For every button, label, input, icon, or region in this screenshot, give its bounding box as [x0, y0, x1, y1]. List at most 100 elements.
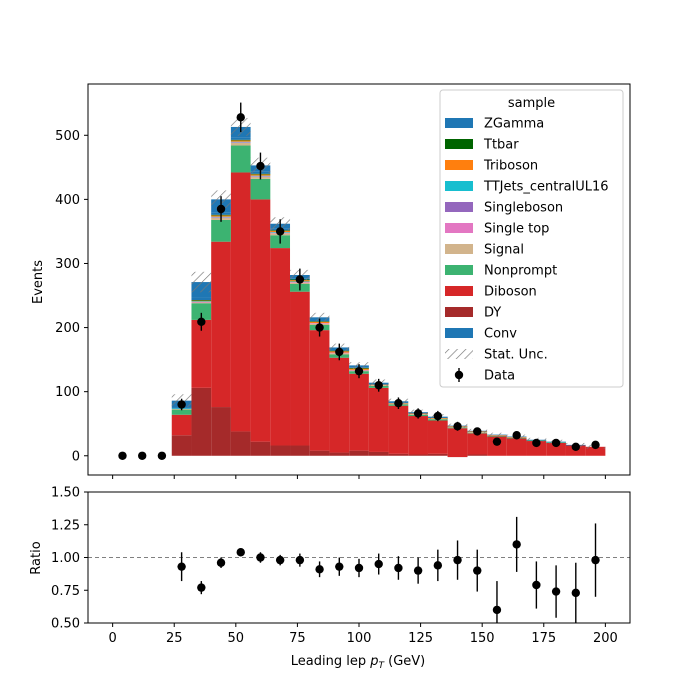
bar-diboson-15	[408, 416, 428, 455]
legend-label-nonprompt: Nonprompt	[484, 264, 557, 279]
legend-swatch-ttjets-centralul16	[445, 181, 473, 191]
bar-diboson-3	[171, 414, 192, 436]
legend-swatch-single-top	[445, 223, 473, 233]
bar-diboson-19	[487, 436, 507, 456]
bar-diboson-22	[546, 442, 566, 456]
bar-dy-8	[270, 445, 291, 456]
data-point-9	[295, 275, 305, 284]
data-point-2	[157, 451, 167, 460]
legend-label-zgamma: ZGamma	[484, 117, 544, 132]
x-axis-label-math: p	[369, 654, 378, 669]
legend-swatch-signal	[445, 244, 473, 254]
x-axis-label-units: (GeV)	[384, 654, 425, 669]
ratio-point-1	[197, 583, 206, 592]
data-point-16	[433, 411, 443, 421]
legend-label-conv: Conv	[484, 327, 517, 342]
main-y-tick-label: 500	[55, 129, 80, 144]
data-point-1	[138, 451, 147, 460]
bar-dy-12	[349, 450, 369, 456]
ratio-y-tick-label: 0.75	[51, 584, 80, 599]
ratio-point-14	[453, 555, 462, 565]
ratio-point-20	[571, 588, 580, 598]
data-point-17	[453, 422, 462, 431]
ratio-y-tick-label: 0.50	[51, 617, 80, 632]
bar-nonprompt-5	[211, 219, 231, 242]
ratio-point-8	[335, 562, 344, 571]
ratio-plot: 0.50 0.75 1.00 1.25 1.50 0 25 50 75 100 125 150 175 2…	[51, 486, 631, 646]
legend-swatch-stat-unc-	[445, 349, 473, 359]
bar-signal-4	[191, 302, 212, 304]
data-point-13	[374, 381, 383, 390]
ratio-point-16	[492, 605, 502, 615]
main-y-tick-label: 200	[55, 321, 80, 336]
data-point-24	[591, 440, 600, 450]
legend-label-signal: Signal	[484, 243, 524, 258]
bar-diboson-10	[309, 330, 330, 451]
bar-zgamma-6	[230, 137, 251, 140]
ratio-point-9	[354, 563, 364, 573]
data-point-4	[197, 317, 206, 327]
ratio-point-15	[473, 566, 482, 575]
ratio-point-21	[591, 555, 600, 565]
bar-dy-16	[427, 453, 448, 456]
bar-diboson-24	[585, 446, 606, 456]
bar-dy-10	[309, 450, 330, 456]
x-tick-label: 125	[408, 631, 433, 646]
x-axis-label-main: Leading lep	[291, 654, 370, 669]
main-y-tick-label: 300	[55, 257, 80, 272]
bar-dy-4	[191, 387, 212, 456]
stat-unc-4	[191, 271, 212, 293]
x-tick-label: 100	[347, 631, 372, 646]
bar-dy-18	[467, 454, 488, 456]
ratio-point-18	[532, 580, 541, 590]
ratio-y-axis-label: Ratio	[29, 541, 44, 574]
main-y-axis-label: Events	[31, 260, 46, 304]
bar-dy-3	[171, 435, 192, 456]
ratio-y-tick-label: 1.50	[51, 486, 80, 501]
data-point-11	[335, 347, 344, 357]
bar-diboson-14	[388, 405, 409, 454]
bar-single-top-4	[191, 301, 212, 303]
data-point-14	[394, 399, 403, 408]
legend-label-single-top: Single top	[484, 222, 549, 237]
legend-swatch-triboson	[445, 160, 473, 170]
data-point-5	[216, 204, 226, 214]
x-axis-label: Leading lep pT (GeV)	[291, 654, 425, 671]
legend-marker-data	[454, 370, 464, 380]
bar-ttjets-centralul16-6	[230, 141, 251, 143]
ratio-y-tick-label: 1.25	[51, 518, 80, 533]
ratio-point-7	[315, 565, 324, 574]
ratio-point-4	[256, 553, 265, 562]
legend-frame	[439, 89, 624, 388]
bar-diboson-13	[368, 387, 389, 452]
data-point-19	[492, 437, 502, 446]
data-point-15	[413, 409, 423, 418]
bar-diboson-21	[526, 441, 547, 456]
legend-swatch-diboson	[445, 286, 473, 296]
bar-single-top-6	[230, 142, 251, 143]
ratio-point-11	[394, 563, 403, 573]
data-point-7	[256, 161, 265, 171]
legend-label-dy: DY	[484, 306, 501, 321]
x-axis-label-sub: T	[378, 661, 385, 671]
bar-diboson-8	[270, 248, 291, 446]
bar-dy-5	[211, 407, 231, 456]
legend-label-data: Data	[484, 369, 515, 384]
data-point-8	[275, 227, 285, 236]
x-tick-label: 175	[531, 631, 556, 646]
bar-diboson-5	[211, 241, 231, 408]
x-tick-label: 150	[470, 631, 495, 646]
bar-nonprompt-6	[230, 145, 251, 173]
data-point-21	[532, 438, 541, 448]
bar-diboson-11	[329, 357, 350, 453]
bar-ttbar-4	[191, 300, 212, 301]
data-point-10	[315, 323, 324, 332]
legend-swatch-conv	[445, 328, 473, 338]
legend-label-triboson: Triboson	[483, 159, 538, 174]
bar-diboson-9	[290, 291, 310, 446]
ratio-point-3	[236, 548, 245, 557]
legend-swatch-ttbar	[445, 139, 473, 149]
bar-diboson-17	[447, 428, 468, 458]
bar-dy-14	[388, 453, 409, 456]
